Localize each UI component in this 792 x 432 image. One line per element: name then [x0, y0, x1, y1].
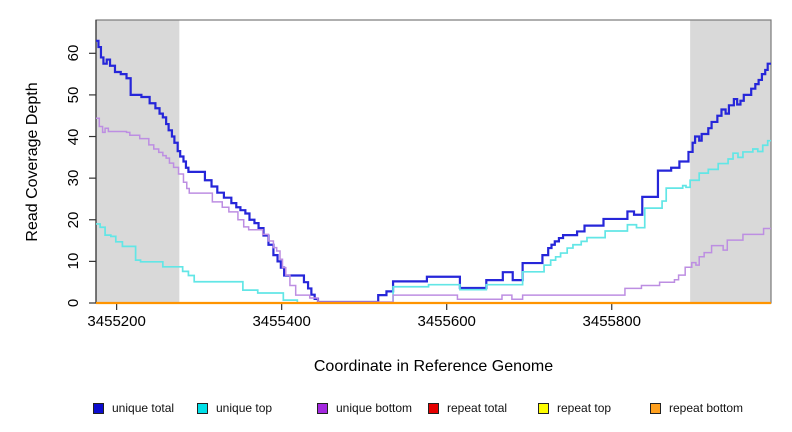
- legend-swatch-icon: [538, 402, 549, 414]
- y-tick-label: 30: [65, 169, 82, 187]
- y-tick-label: 60: [65, 44, 82, 62]
- legend-label: unique total: [112, 400, 175, 415]
- legend-swatch-icon: [428, 402, 439, 414]
- legend-swatch-icon: [650, 402, 661, 414]
- legend-label: repeat top: [557, 400, 612, 415]
- x-tick-label: 3455600: [417, 313, 476, 330]
- x-tick-label: 3455800: [582, 313, 641, 330]
- shaded-region: [690, 20, 771, 303]
- series-line-unique-top: [96, 139, 771, 304]
- legend-item-repeat-bottom: repeat bottom: [650, 401, 743, 415]
- y-tick-label: 0: [65, 298, 82, 308]
- legend-label: repeat total: [447, 400, 508, 415]
- legend-item-unique-total: unique total: [93, 401, 174, 415]
- x-tick-label: 3455400: [252, 313, 311, 330]
- y-tick-label: 10: [65, 253, 82, 270]
- series-line-unique-total: [96, 39, 771, 304]
- legend-item-unique-bottom: unique bottom: [317, 401, 412, 415]
- legend-item-unique-top: unique top: [197, 401, 272, 415]
- y-tick-label: 50: [65, 86, 82, 104]
- series-line-unique-bottom: [96, 117, 771, 303]
- legend-label: repeat bottom: [669, 400, 744, 415]
- shaded-region: [96, 20, 180, 303]
- legend-swatch-icon: [197, 402, 208, 414]
- plot-border: [95, 19, 772, 304]
- x-tick-label: 3455200: [87, 313, 146, 330]
- legend-label: unique top: [216, 400, 273, 415]
- legend-swatch-icon: [93, 402, 104, 414]
- x-axis-title: Coordinate in Reference Genome: [313, 358, 554, 375]
- y-tick-label: 40: [65, 128, 82, 145]
- y-tick-label: 20: [65, 211, 82, 229]
- legend-label: unique bottom: [336, 400, 413, 415]
- legend-item-repeat-top: repeat top: [538, 401, 611, 415]
- legend-swatch-icon: [317, 402, 328, 414]
- y-axis-title: Read Coverage Depth: [24, 82, 41, 242]
- legend-item-repeat-total: repeat total: [428, 401, 507, 415]
